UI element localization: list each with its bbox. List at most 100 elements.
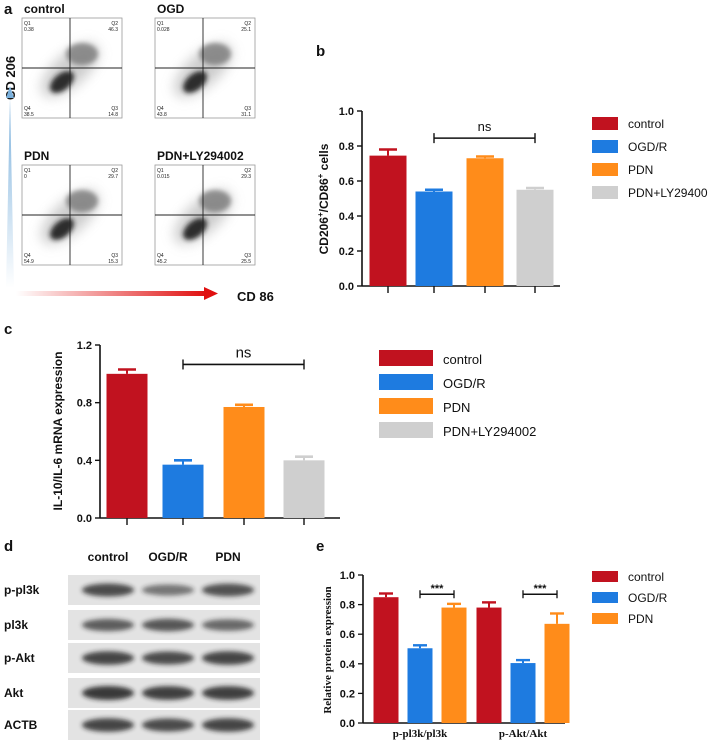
flow-q1-label: Q1: [24, 21, 31, 27]
bar: [544, 623, 570, 723]
significance-label: ***: [534, 583, 548, 595]
bar: [476, 607, 502, 723]
y-axis-label: CD206+/CD86+ cells: [316, 143, 331, 254]
y-axis-label: IL-10/IL-6 mRNA expression: [51, 352, 65, 511]
flow-density-upper: [66, 43, 98, 65]
flow-plot-title: PDN: [24, 149, 49, 163]
y-tick-label: 0.0: [339, 281, 354, 293]
blot-band: [142, 686, 194, 700]
y-tick-label: 0.0: [340, 718, 355, 730]
flow-q2-label: Q2: [244, 21, 251, 27]
blot-band: [82, 583, 134, 597]
flow-x-arrow-head: [204, 287, 218, 300]
bar: [283, 460, 325, 518]
flow-density-core: [183, 218, 207, 240]
flow-q1-label: Q1: [157, 21, 164, 27]
flow-q3-label: Q3: [244, 106, 251, 112]
flow-q4-label: Q4: [157, 253, 164, 259]
y-tick-label: 0.2: [340, 688, 355, 700]
legend-label: control: [628, 570, 664, 584]
flow-q4-value: 45.2: [157, 259, 167, 265]
bar: [407, 648, 433, 723]
bar: [466, 158, 504, 286]
legend-swatch: [379, 398, 433, 414]
flow-y-axis-arrow: [6, 98, 14, 288]
blot-band: [142, 618, 194, 632]
y-tick-label: 0.4: [339, 211, 355, 223]
flow-q4-value: 54.9: [24, 259, 34, 265]
y-tick-label: 0.8: [339, 141, 354, 153]
y-axis-label-superscript: +: [316, 173, 325, 178]
panel-label-e: e: [316, 538, 324, 555]
flow-q2-label: Q2: [111, 21, 118, 27]
y-tick-label: 0.8: [340, 600, 355, 612]
blot-lane-label: control: [88, 550, 129, 564]
blot-lane-label: PDN: [215, 550, 240, 564]
legend-label: control: [628, 117, 664, 131]
chart-e: 0.0 0.2 0.4 0.6 0.8 1.0 p-pl3k/pl3k p-Akt/Akt **…: [322, 570, 668, 740]
flow-plot-title: PDN+LY294002: [157, 149, 244, 163]
flow-y-arrow-head: [6, 86, 14, 98]
blot-band: [82, 651, 134, 665]
blot-band: [142, 718, 194, 732]
panel-label-a: a: [4, 1, 13, 18]
significance-label: ns: [478, 119, 492, 134]
legend-swatch: [592, 163, 618, 176]
blot-lane-label: OGD/R: [148, 550, 188, 564]
flow-q3-label: Q3: [244, 253, 251, 259]
flow-q2-value: 29.3: [241, 174, 251, 180]
bar: [223, 406, 265, 518]
x-category-label: p-Akt/Akt: [499, 728, 548, 740]
bar: [106, 373, 148, 518]
y-tick-label: 0.6: [340, 629, 355, 641]
blot-row-label: ACTB: [4, 718, 38, 732]
flow-q1-label: Q1: [24, 168, 31, 174]
flow-q4-label: Q4: [157, 106, 164, 112]
blot-band: [202, 686, 254, 700]
flow-density-upper: [199, 190, 231, 212]
flow-q1-value: 0.38: [24, 27, 34, 33]
legend-label: control: [443, 352, 482, 367]
significance-label: ns: [236, 344, 252, 361]
bar: [162, 464, 204, 518]
panel-label-b: b: [316, 43, 325, 60]
legend-swatch: [379, 422, 433, 438]
flow-q3-value: 15.3: [108, 259, 118, 265]
blot-band: [142, 584, 194, 596]
bar: [516, 189, 554, 286]
legend-label: PDN: [628, 163, 653, 177]
blot-band: [202, 651, 254, 665]
blot-band: [82, 618, 134, 632]
chart-c: 0.0 0.4 0.8 1.2 ns control OGD/R PDN PDN+LY29400…: [51, 340, 536, 525]
legend-label: OGD/R: [628, 140, 668, 154]
legend-swatch: [592, 592, 618, 603]
flow-q1-value: 0: [24, 174, 27, 180]
y-tick-label: 0.0: [77, 513, 92, 525]
flow-q2-value: 46.3: [108, 27, 118, 33]
blot-band: [142, 651, 194, 665]
flow-y-axis-label: CD 206: [3, 56, 18, 100]
x-category-label: p-pl3k/pl3k: [393, 728, 448, 740]
blot-band: [82, 686, 134, 700]
bar: [441, 607, 467, 723]
y-axis-label-part: CD206: [317, 217, 331, 255]
legend-swatch: [592, 186, 618, 199]
y-axis-label: Relative protein expression: [322, 586, 334, 713]
flow-q3-label: Q3: [111, 253, 118, 259]
flow-q3-value: 14.8: [108, 112, 118, 118]
flow-density-upper: [66, 190, 98, 212]
bar: [415, 191, 453, 286]
blot-row-label: p-pl3k: [4, 583, 40, 597]
blot-band: [202, 583, 254, 597]
flow-plots: controlQ10.38Q246.3Q438.5Q314.8OGDQ10.02…: [21, 2, 256, 266]
flow-q3-value: 31.1: [241, 112, 251, 118]
legend-swatch: [379, 350, 433, 366]
legend-swatch: [592, 613, 618, 624]
y-tick-label: 0.4: [77, 455, 93, 467]
legend-swatch: [592, 571, 618, 582]
flow-q1-value: 0.028: [157, 27, 170, 33]
blot-band: [202, 619, 254, 631]
flow-q4-label: Q4: [24, 253, 31, 259]
legend-label: PDN+LY294002: [628, 186, 708, 200]
